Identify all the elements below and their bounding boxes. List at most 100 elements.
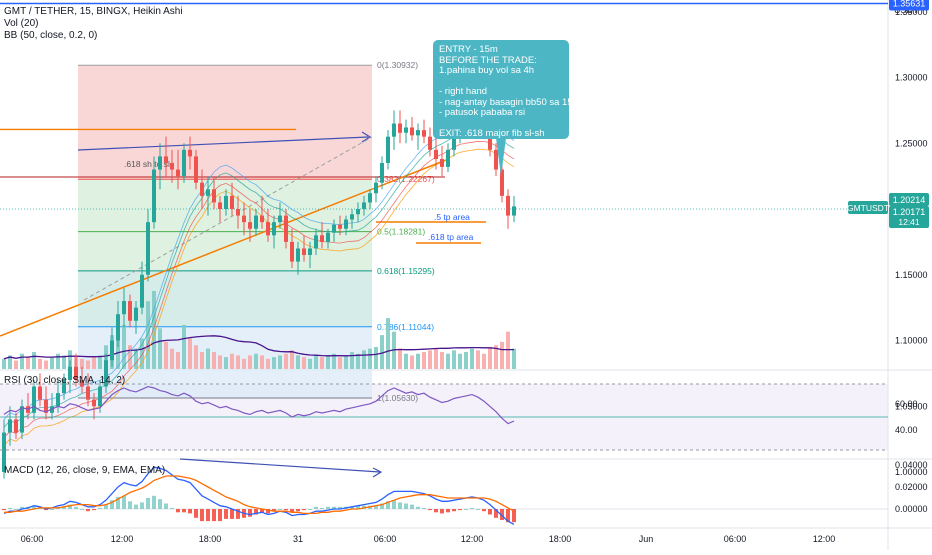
volume-bar	[44, 360, 48, 369]
macd-histogram-bar	[86, 509, 90, 512]
macd-histogram-bar	[422, 507, 426, 509]
candle-body	[434, 149, 438, 160]
rsi-legend[interactable]: RSI (30, close, SMA, 14, 2)	[4, 375, 126, 386]
macd-histogram-bar	[230, 509, 234, 519]
price-tick-label: 1.35000	[895, 7, 928, 17]
macd-histogram-bar	[326, 506, 330, 509]
macd-divergence-line	[179, 458, 381, 473]
macd-histogram-bar	[206, 509, 210, 522]
candle-body	[332, 224, 336, 233]
volume-bar	[230, 353, 234, 369]
fib-level-label: 0.786(1.11044)	[377, 322, 434, 332]
volume-bar	[194, 345, 198, 369]
macd-histogram-bar	[218, 509, 222, 522]
candle-body	[194, 156, 198, 183]
macd-histogram-bar	[212, 509, 216, 522]
divergence-arrow	[361, 131, 372, 143]
fib-zone	[78, 270, 372, 327]
symbol-legend[interactable]: GMT / TETHER, 15, BINGX, Heikin Ashi	[4, 6, 183, 17]
candle-body	[452, 132, 456, 150]
macd-histogram-bar	[140, 502, 144, 509]
macd-histogram-bar	[290, 509, 294, 513]
macd-signal-line	[4, 475, 515, 515]
candle-body	[140, 274, 144, 308]
candle-body	[92, 399, 96, 407]
volume-bar	[188, 338, 192, 369]
price-tick-label: 1.05000	[895, 401, 928, 411]
volume-bar	[374, 346, 378, 369]
macd-histogram-bar	[128, 501, 132, 509]
volume-bar	[38, 358, 42, 369]
candle-body	[206, 189, 210, 196]
volume-bar	[158, 328, 162, 369]
volume-legend[interactable]: Vol (20)	[4, 18, 39, 29]
candle-body	[398, 123, 402, 133]
candle-body	[134, 307, 138, 321]
volume-bar	[236, 355, 240, 369]
bb-band-line	[3, 140, 515, 439]
macd-histogram-bar	[506, 509, 510, 523]
candle-body	[44, 399, 48, 413]
volume-bar	[350, 352, 354, 369]
fib-level-label: 0.5(1.18281)	[377, 227, 425, 237]
volume-bar	[320, 357, 324, 369]
bb-legend[interactable]: BB (50, close, 0.2, 0)	[4, 30, 98, 41]
volume-bar	[440, 352, 444, 369]
note-line: EXIT: .618 major fib sl-sh	[439, 128, 545, 139]
fib-trend-line	[83, 136, 373, 301]
macd-histogram-bar	[164, 503, 168, 509]
macd-histogram-bar	[182, 509, 186, 513]
macd-histogram-bar	[188, 509, 192, 514]
macd-histogram-bar	[434, 509, 438, 513]
time-tick-label: Jun	[639, 534, 654, 544]
candle-body	[284, 215, 288, 242]
volume-bar	[170, 348, 174, 369]
macd-histogram-bar	[158, 499, 162, 509]
volume-bar	[512, 348, 516, 369]
macd-histogram-bar	[410, 504, 414, 509]
time-tick-label: 06:00	[21, 534, 44, 544]
candle-body	[56, 393, 60, 407]
last-price-text: 1.20214	[893, 195, 926, 205]
candle-body	[338, 224, 342, 229]
macd-histogram-bar	[146, 498, 150, 509]
macd-histogram-bar	[476, 509, 480, 510]
macd-histogram-bar	[278, 509, 282, 510]
volume-bar	[200, 352, 204, 369]
macd-line	[3, 466, 515, 525]
trade-note-callout[interactable]: ENTRY - 15m BEFORE THE TRADE: 1.pahina b…	[433, 40, 581, 139]
fib-level-label: 0(1.30932)	[377, 60, 418, 70]
volume-bar	[506, 331, 510, 369]
ticker-text: GMTUSDT	[847, 203, 889, 213]
macd-histogram-bar	[380, 503, 384, 509]
macd-legend[interactable]: MACD (12, 26, close, 9, EMA, EMA)	[4, 465, 166, 476]
fib-note-label: .618 sh to sl	[124, 159, 170, 169]
volume-bar	[338, 357, 342, 369]
volume-bar	[146, 301, 150, 369]
macd-histogram-bar	[8, 507, 12, 509]
macd-histogram-bar	[20, 506, 24, 509]
candle-body	[314, 235, 318, 249]
fib-level-label: 0.382(1.22267)	[377, 174, 435, 184]
macd-histogram-bar	[416, 506, 420, 509]
macd-histogram-bar	[80, 509, 84, 510]
candle-body	[146, 222, 150, 275]
divergence-line	[77, 136, 369, 151]
macd-histogram-bar	[50, 509, 54, 510]
volume-bar	[356, 353, 360, 369]
volume-bar	[26, 357, 30, 369]
trend-line	[0, 159, 447, 337]
fib-zone	[78, 65, 372, 180]
candle-body	[422, 130, 426, 137]
candle-body	[68, 366, 72, 380]
tp-label: .618 tp area	[428, 232, 474, 242]
note-line: 1.pahina buy vol sa 4h	[439, 65, 535, 76]
candle-body	[506, 195, 510, 216]
volume-bar	[470, 348, 474, 369]
volume-bar	[464, 352, 468, 369]
volume-bar	[410, 355, 414, 369]
macd-histogram-bar	[512, 509, 516, 523]
volume-bar	[176, 352, 180, 369]
macd-histogram-bar	[14, 509, 18, 510]
